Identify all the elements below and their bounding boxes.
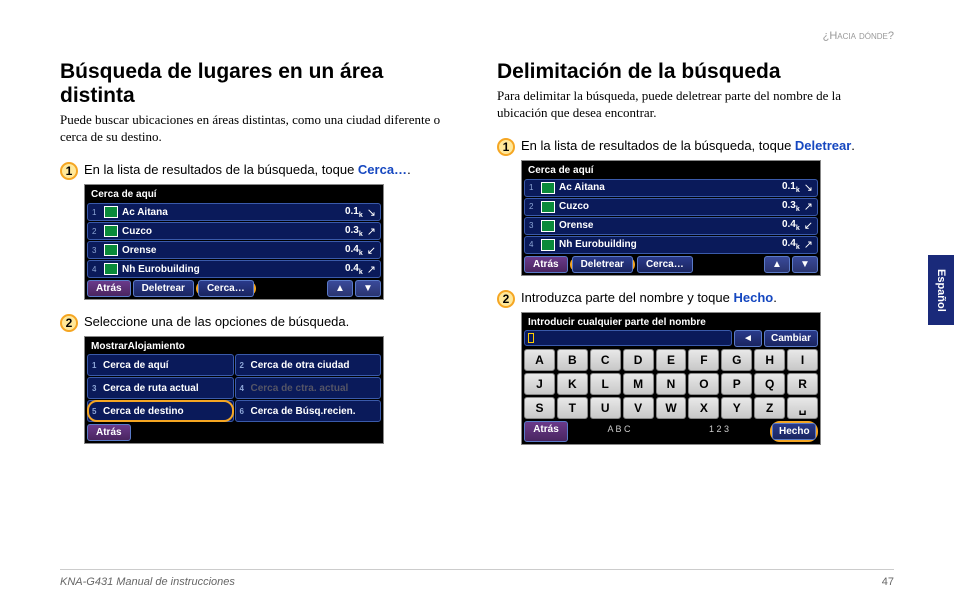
- kbd-key[interactable]: X: [688, 397, 719, 419]
- search-option[interactable]: 5Cerca de destino: [87, 400, 234, 422]
- lodging-icon: [104, 206, 118, 218]
- right-intro: Para delimitar la búsqueda, puede deletr…: [497, 88, 894, 122]
- kbd-key[interactable]: O: [688, 373, 719, 395]
- kbd-input[interactable]: [524, 330, 732, 346]
- left-column: Búsqueda de lugares en un área distinta …: [60, 60, 457, 445]
- lodging-icon: [541, 182, 555, 194]
- up-button[interactable]: ▲: [327, 280, 353, 297]
- result-row[interactable]: 1Ac Aitana0.1k↘: [524, 179, 818, 197]
- step-badge: 2: [60, 314, 78, 332]
- kbd-key[interactable]: Z: [754, 397, 785, 419]
- left-intro: Puede buscar ubicaciones en áreas distin…: [60, 112, 457, 146]
- kbd-key[interactable]: C: [590, 349, 621, 371]
- gps-options-screen: MostrarAlojamiento 1Cerca de aquí2Cerca …: [84, 336, 384, 444]
- kbd-key[interactable]: D: [623, 349, 654, 371]
- kbd-key[interactable]: V: [623, 397, 654, 419]
- kbd-key[interactable]: U: [590, 397, 621, 419]
- kbd-key[interactable]: T: [557, 397, 588, 419]
- lodging-icon: [541, 220, 555, 232]
- kbd-key[interactable]: R: [787, 373, 818, 395]
- kbd-key[interactable]: M: [623, 373, 654, 395]
- kbd-key[interactable]: K: [557, 373, 588, 395]
- gps-keyboard-screen: Introducir cualquier parte del nombre ◄ …: [521, 312, 821, 445]
- step-text: En la lista de resultados de la búsqueda…: [521, 138, 855, 155]
- result-row[interactable]: 2Cuzco0.3k↗: [524, 198, 818, 216]
- near-button[interactable]: Cerca…: [198, 280, 254, 297]
- right-heading: Delimitación de la búsqueda: [497, 60, 894, 84]
- right-column: Delimitación de la búsqueda Para delimit…: [497, 60, 894, 445]
- down-button[interactable]: ▼: [355, 280, 381, 297]
- left-heading: Búsqueda de lugares en un área distinta: [60, 60, 457, 108]
- change-button[interactable]: Cambiar: [764, 330, 818, 347]
- kbd-key[interactable]: J: [524, 373, 555, 395]
- language-tab: Español: [928, 255, 954, 325]
- step-badge: 1: [497, 138, 515, 156]
- back-button[interactable]: Atrás: [524, 421, 568, 442]
- kbd-key[interactable]: W: [656, 397, 687, 419]
- kbd-key[interactable]: N: [656, 373, 687, 395]
- gps-results-screen-left1: Cerca de aquí 1Ac Aitana0.1k↘2Cuzco0.3k↗…: [84, 184, 384, 300]
- step-text: Introduzca parte del nombre y toque Hech…: [521, 290, 777, 307]
- search-option[interactable]: 2Cerca de otra ciudad: [235, 354, 382, 376]
- kbd-key[interactable]: F: [688, 349, 719, 371]
- gps-title: Cerca de aquí: [87, 187, 381, 202]
- lodging-icon: [104, 263, 118, 275]
- gps-title: Cerca de aquí: [524, 163, 818, 178]
- result-row[interactable]: 4Nh Eurobuilding0.4k↗: [87, 260, 381, 278]
- result-row[interactable]: 2Cuzco0.3k↗: [87, 222, 381, 240]
- gps-title: MostrarAlojamiento: [87, 339, 381, 354]
- result-row[interactable]: 3Orense0.4k↙: [87, 241, 381, 259]
- back-button[interactable]: Atrás: [87, 280, 131, 297]
- kbd-key[interactable]: H: [754, 349, 785, 371]
- kbd-key[interactable]: Q: [754, 373, 785, 395]
- kbd-key[interactable]: ␣: [787, 397, 818, 419]
- page-footer: KNA-G431 Manual de instrucciones 47: [60, 569, 894, 588]
- kbd-key[interactable]: S: [524, 397, 555, 419]
- back-button[interactable]: Atrás: [87, 424, 131, 441]
- step-text: Seleccione una de las opciones de búsque…: [84, 314, 349, 331]
- step-text: En la lista de resultados de la búsqueda…: [84, 162, 411, 179]
- lodging-icon: [104, 244, 118, 256]
- backspace-button[interactable]: ◄: [734, 330, 762, 347]
- kbd-key[interactable]: L: [590, 373, 621, 395]
- result-row[interactable]: 1Ac Aitana0.1k↘: [87, 203, 381, 221]
- kbd-key[interactable]: I: [787, 349, 818, 371]
- step-badge: 1: [60, 162, 78, 180]
- gps-results-screen-right1: Cerca de aquí 1Ac Aitana0.1k↘2Cuzco0.3k↗…: [521, 160, 821, 276]
- kbd-key[interactable]: B: [557, 349, 588, 371]
- kbd-key[interactable]: E: [656, 349, 687, 371]
- search-option[interactable]: 1Cerca de aquí: [87, 354, 234, 376]
- done-button[interactable]: Hecho: [772, 423, 816, 440]
- abc-mode[interactable]: A B C: [570, 421, 668, 442]
- lodging-icon: [541, 239, 555, 251]
- kbd-key[interactable]: A: [524, 349, 555, 371]
- step-badge: 2: [497, 290, 515, 308]
- kbd-key[interactable]: G: [721, 349, 752, 371]
- back-button[interactable]: Atrás: [524, 256, 568, 273]
- kbd-key[interactable]: Y: [721, 397, 752, 419]
- manual-title: KNA-G431 Manual de instrucciones: [60, 576, 235, 588]
- near-button[interactable]: Cerca…: [637, 256, 693, 273]
- search-option[interactable]: 4Cerca de ctra. actual: [235, 377, 382, 399]
- header-section: ¿Hacia dónde?: [823, 30, 894, 42]
- search-option[interactable]: 6Cerca de Búsq.recien.: [235, 400, 382, 422]
- num-mode[interactable]: 1 2 3: [670, 421, 768, 442]
- page-number: 47: [882, 576, 894, 588]
- down-button[interactable]: ▼: [792, 256, 818, 273]
- lodging-icon: [104, 225, 118, 237]
- lodging-icon: [541, 201, 555, 213]
- result-row[interactable]: 4Nh Eurobuilding0.4k↗: [524, 236, 818, 254]
- spell-button[interactable]: Deletrear: [133, 280, 194, 297]
- kbd-key[interactable]: P: [721, 373, 752, 395]
- spell-button[interactable]: Deletrear: [572, 256, 633, 273]
- result-row[interactable]: 3Orense0.4k↙: [524, 217, 818, 235]
- kbd-title: Introducir cualquier parte del nombre: [524, 315, 818, 330]
- search-option[interactable]: 3Cerca de ruta actual: [87, 377, 234, 399]
- up-button[interactable]: ▲: [764, 256, 790, 273]
